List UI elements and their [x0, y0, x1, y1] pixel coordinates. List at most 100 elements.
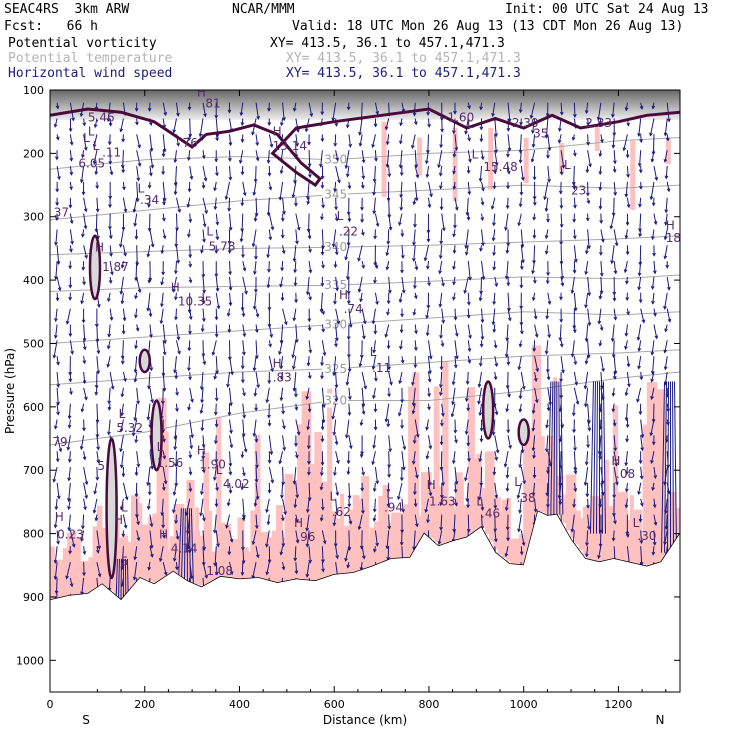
wind-arrowhead: [67, 459, 72, 464]
wind-arrow: [68, 403, 71, 419]
wind-arrow: [465, 118, 469, 134]
wind-arrow: [492, 102, 496, 117]
pv-light-column: [672, 514, 680, 545]
organization: NCAR/MMM: [232, 2, 295, 17]
wind-arrow: [214, 371, 217, 379]
wind-arrowhead: [587, 245, 591, 250]
wind-arrowhead: [652, 504, 657, 509]
wind-arrow: [306, 562, 310, 577]
wind-arrowhead: [454, 481, 459, 486]
wind-arrow: [361, 546, 365, 559]
wind-arrowhead: [452, 185, 457, 190]
wind-arrow: [174, 435, 177, 450]
wind-arrowhead: [278, 460, 283, 465]
wind-arrowhead: [334, 206, 338, 211]
wind-arrowhead: [332, 372, 337, 377]
wind-arrowhead: [453, 316, 458, 321]
wind-arrowhead: [663, 255, 668, 260]
wind-arrowhead: [174, 463, 178, 468]
wind-arrow: [215, 403, 217, 415]
wind-arrowhead: [415, 474, 419, 479]
high-low-label: H: [666, 218, 675, 232]
wind-arrow: [148, 197, 151, 207]
pv-light-column: [608, 506, 615, 561]
wind-arrowhead: [587, 322, 592, 327]
wind-arrowhead: [452, 296, 456, 301]
wind-arrowhead: [83, 506, 87, 511]
wind-arrow: [96, 340, 100, 354]
wind-arrow: [335, 213, 338, 221]
wind-arrow: [424, 245, 429, 261]
wind-arrowhead: [293, 180, 297, 184]
wind-arrow: [83, 387, 87, 400]
wind-arrowhead: [67, 415, 72, 420]
theta-label-bg: [322, 240, 349, 255]
wind-arrow: [599, 181, 602, 191]
wind-arrowhead: [213, 206, 218, 211]
wind-arrow: [175, 308, 177, 320]
wind-arrow: [67, 435, 71, 450]
wind-arrowhead: [229, 571, 234, 576]
wind-arrow: [653, 530, 656, 545]
wind-arrow: [201, 371, 204, 390]
wind-arrowhead: [386, 311, 390, 316]
wind-arrow: [625, 387, 628, 396]
wind-arrow: [559, 467, 562, 487]
wind-arrowhead: [400, 313, 404, 318]
wind-arrow: [253, 419, 257, 437]
wind-arrowhead: [252, 367, 257, 372]
wind-arrow: [649, 118, 655, 136]
wind-arrow: [454, 435, 457, 443]
wind-arrow: [188, 229, 191, 237]
wind-arrowhead: [385, 141, 390, 146]
wind-arrow: [268, 356, 274, 372]
wind-arrow: [229, 134, 232, 146]
wind-arrowhead: [649, 196, 654, 201]
wind-arrowhead: [413, 224, 417, 228]
wind-arrowhead: [584, 110, 589, 115]
wind-arrowhead: [238, 159, 243, 164]
wind-arrowhead: [360, 219, 364, 224]
wind-arrow: [346, 165, 350, 177]
pv-dark-blob: [517, 418, 530, 447]
wind-arrowhead: [188, 219, 193, 224]
wind-arrowhead: [267, 414, 271, 419]
wind-arrowhead: [229, 538, 234, 543]
high-low-label: .96: [296, 530, 315, 544]
wind-arrowhead: [214, 503, 219, 508]
pv-dark-blob: [105, 437, 118, 580]
wind-arrow: [573, 435, 576, 451]
wind-arrowhead: [253, 218, 258, 223]
wind-arrow: [666, 308, 671, 322]
wind-arrowhead: [333, 188, 337, 193]
wind-arrow: [639, 197, 642, 207]
wind-arrowhead: [334, 441, 339, 446]
pv-light-column: [638, 536, 646, 565]
wind-arrowhead: [465, 381, 470, 385]
wind-arrow: [255, 546, 259, 558]
wind-arrowhead: [188, 330, 192, 335]
wind-arrow: [531, 150, 536, 162]
high-low-label: H: [273, 357, 282, 371]
wind-arrowhead: [229, 444, 234, 449]
wind-arrow: [335, 387, 337, 402]
wind-arrow: [308, 229, 311, 239]
wind-arrowhead: [347, 503, 352, 508]
wind-arrowhead: [372, 395, 376, 400]
wind-arrow: [348, 181, 351, 189]
wind-arrowhead: [280, 217, 285, 222]
wind-arrowhead: [304, 128, 309, 133]
pv-light-column: [565, 474, 577, 531]
wind-arrowhead: [137, 144, 141, 149]
wind-arrowhead: [69, 171, 74, 176]
pv-light-column: [361, 476, 370, 571]
wind-arrowhead: [546, 272, 550, 277]
wind-arrowhead: [559, 343, 564, 348]
wind-arrow: [426, 419, 429, 430]
wind-arrowhead: [69, 157, 74, 162]
wind-arrow: [282, 403, 284, 414]
wind-arrow: [479, 292, 483, 301]
wind-arrowhead: [636, 336, 641, 341]
wind-arrow: [401, 276, 405, 293]
